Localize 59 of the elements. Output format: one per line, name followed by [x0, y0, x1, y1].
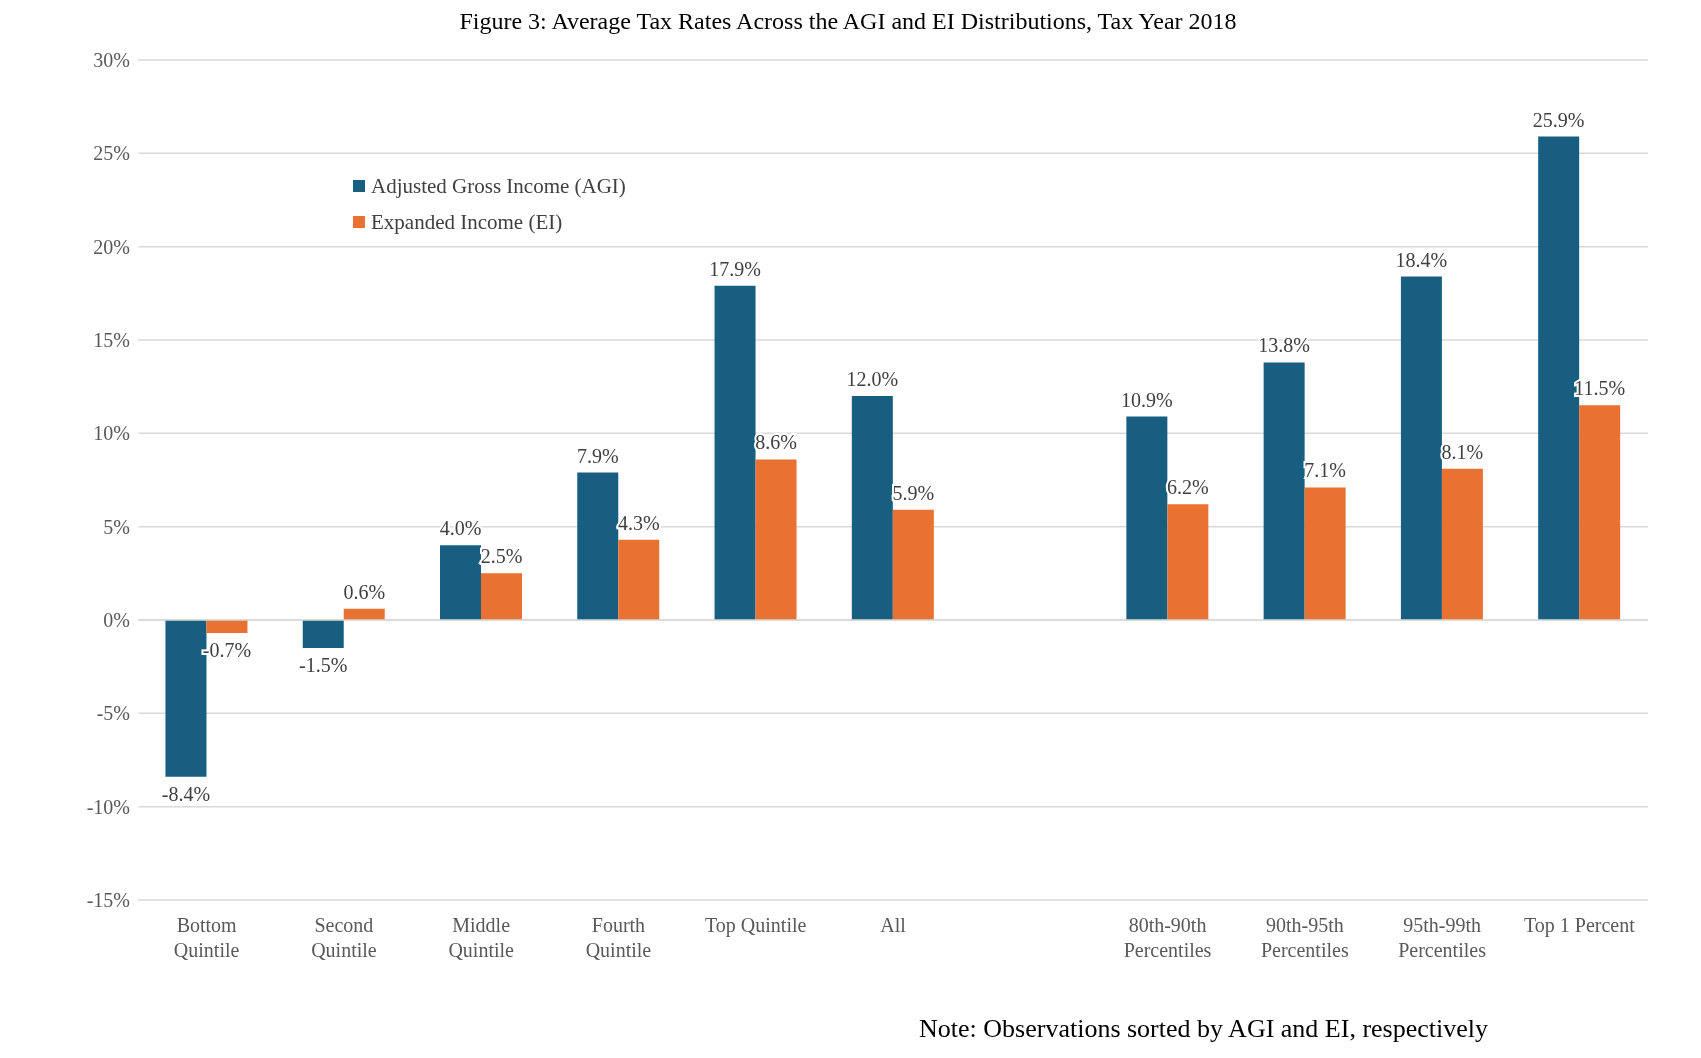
x-tick-label: Fourth Quintile	[585, 914, 652, 961]
x-tick-label: Middle Quintile	[448, 914, 515, 961]
data-label: 10.9%	[1121, 388, 1173, 411]
data-label: -1.5%	[299, 654, 348, 676]
legend-label: Adjusted Gross Income (AGI)	[371, 173, 626, 199]
data-label: 7.9%	[576, 444, 619, 467]
x-tick-label: 95th-99th Percentiles	[1398, 914, 1487, 961]
y-tick-label: 10%	[93, 422, 130, 445]
bar	[206, 620, 248, 634]
bar	[440, 545, 481, 620]
data-label: 12.0%	[846, 368, 899, 390]
bar	[1400, 276, 1442, 620]
data-label: 17.9%	[709, 257, 761, 280]
bar	[1304, 487, 1346, 620]
bar	[892, 509, 934, 620]
y-tick-label: 30%	[93, 49, 130, 72]
bar	[1441, 468, 1483, 620]
y-tick-label: 20%	[93, 235, 130, 258]
x-tick-label: Top 1 Percent	[1523, 914, 1636, 937]
bar	[1263, 362, 1305, 620]
y-tick-label: -5%	[96, 702, 130, 725]
y-tick-label: -10%	[86, 795, 130, 818]
bar	[1167, 504, 1209, 620]
data-label: 8.6%	[755, 431, 797, 454]
data-label: 25.9%	[1532, 108, 1585, 131]
bar	[755, 459, 797, 620]
bar	[577, 472, 619, 620]
bar	[618, 539, 660, 620]
data-label: 4.3%	[617, 511, 660, 534]
data-label: 0.6%	[343, 580, 386, 603]
data-label: -8.4%	[161, 782, 211, 805]
bar	[714, 285, 756, 620]
chart-title: Figure 3: Average Tax Rates Across the AGI and EI Distributions, Tax Year 2018	[458, 8, 1238, 36]
x-tick-label: All	[880, 914, 907, 936]
x-tick-label: Top Quintile	[705, 914, 807, 937]
bar	[481, 573, 522, 620]
y-tick-label: -15%	[86, 889, 130, 912]
data-label: 2.5%	[480, 545, 523, 568]
data-label: 4.0%	[439, 517, 482, 540]
x-tick-label: 80th-90th Percentiles	[1123, 914, 1212, 961]
text: Note: Observations sorted by AGI and EI, respectively	[919, 1014, 1488, 1044]
bar	[1579, 405, 1621, 620]
y-tick-label: 15%	[93, 329, 130, 352]
data-label: 7.1%	[1304, 459, 1346, 482]
x-tick-label: Bottom Quintile	[173, 914, 240, 961]
x-tick-label: Second Quintile	[311, 914, 377, 961]
legend-label: Expanded Income (EI)	[371, 209, 563, 235]
data-label: 13.8%	[1258, 334, 1310, 357]
bar	[302, 620, 344, 648]
data-label: 5.9%	[892, 481, 935, 504]
data-label: 6.2%	[1167, 476, 1209, 499]
bar	[851, 396, 893, 620]
y-tick-label: 25%	[93, 142, 130, 165]
bar	[1126, 416, 1168, 620]
data-label: 8.1%	[1441, 440, 1484, 463]
data-label: 18.4%	[1395, 248, 1448, 271]
y-tick-label: 0%	[103, 609, 130, 632]
x-tick-label: 90th-95th Percentiles	[1260, 914, 1349, 961]
y-tick-label: 5%	[103, 515, 130, 538]
